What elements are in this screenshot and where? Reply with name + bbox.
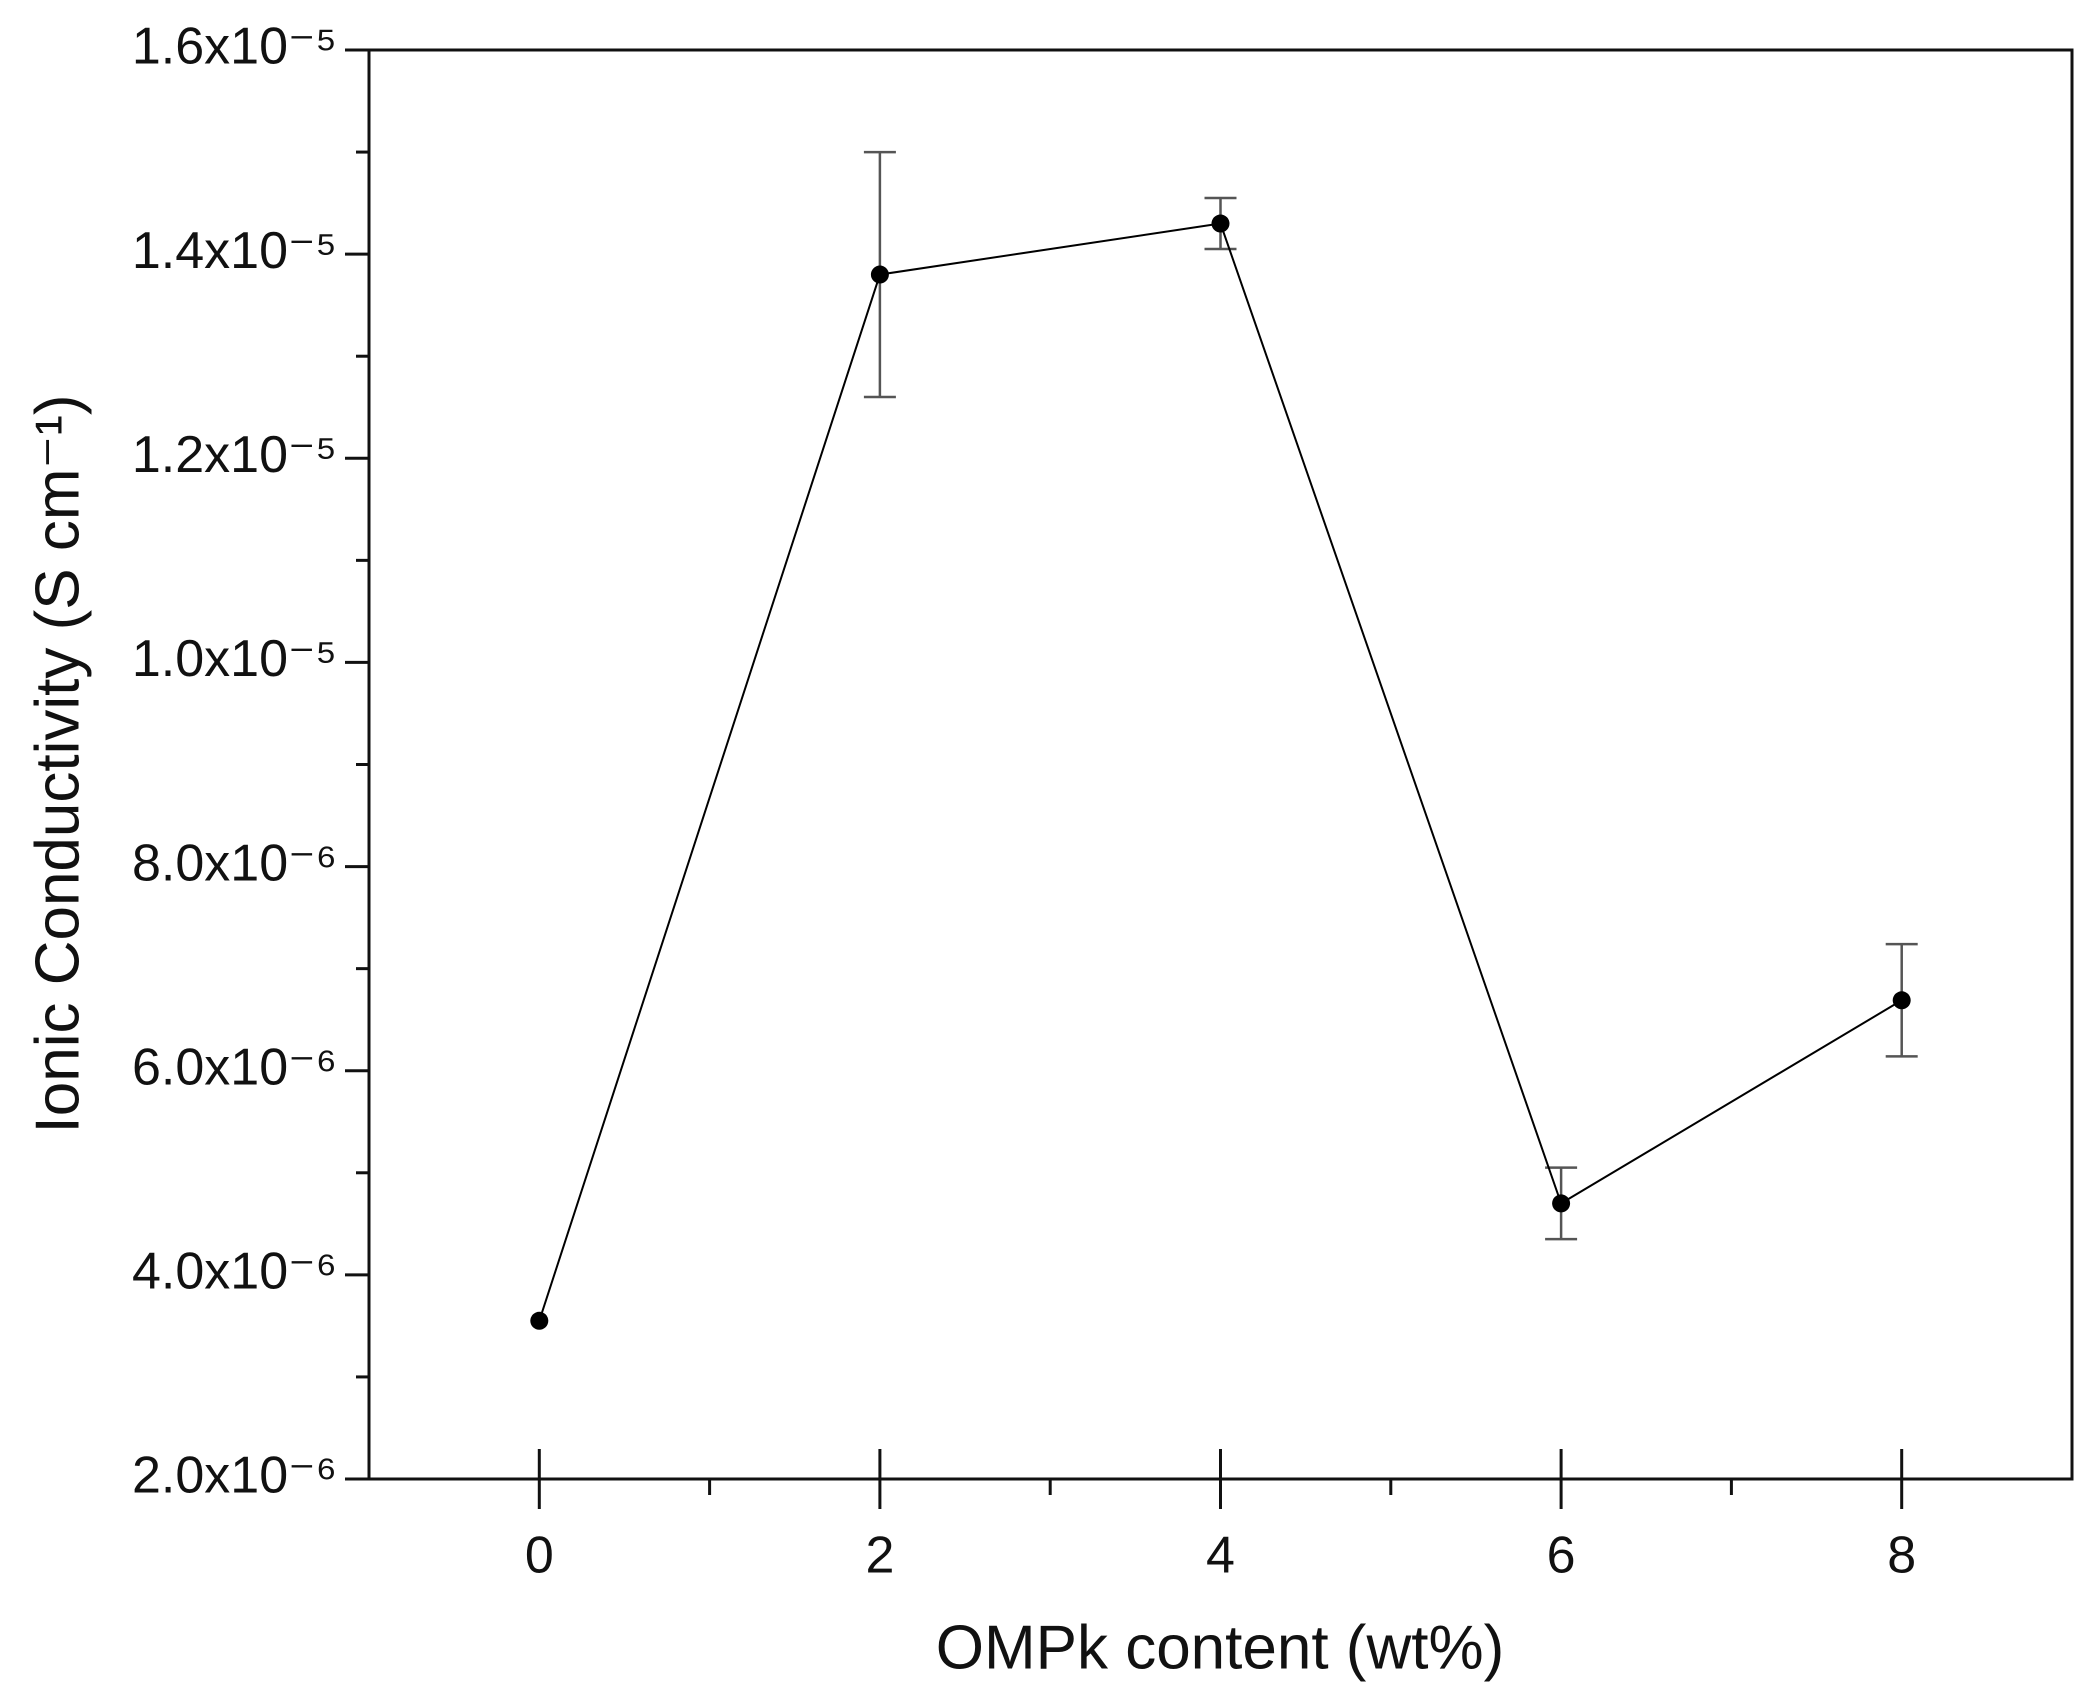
y-tick-label: 4.0x10⁻⁶	[132, 1243, 337, 1301]
data-line	[538, 222, 1903, 1322]
y-tick-label: 1.2x10⁻⁵	[132, 426, 337, 484]
y-tick-label: 1.0x10⁻⁵	[132, 630, 337, 688]
y-tick-label: 1.6x10⁻⁵	[132, 18, 337, 76]
data-point	[530, 1311, 549, 1330]
plot-frame	[367, 48, 2074, 1481]
x-tick-label: 4	[1206, 1527, 1235, 1585]
y-tick-label: 2.0x10⁻⁶	[132, 1447, 337, 1505]
x-tick-label: 8	[1887, 1527, 1916, 1585]
data-point	[1211, 214, 1230, 233]
data-point	[1892, 991, 1911, 1010]
x-axis-title: OMPk content (wt%)	[936, 1613, 1504, 1682]
y-axis-title: Ionic Conductivity (S cm⁻¹)	[23, 394, 92, 1133]
y-tick-label: 8.0x10⁻⁶	[132, 834, 337, 892]
data-point	[1552, 1194, 1571, 1213]
y-tick-label: 6.0x10⁻⁶	[132, 1038, 337, 1096]
x-tick-label: 6	[1547, 1527, 1576, 1585]
x-tick-label: 2	[865, 1527, 894, 1585]
data-point	[870, 265, 889, 284]
y-tick-label: 1.4x10⁻⁵	[132, 222, 337, 280]
x-tick-label: 0	[525, 1527, 554, 1585]
